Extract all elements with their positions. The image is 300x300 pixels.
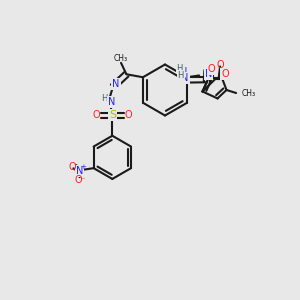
Text: N: N — [180, 67, 187, 77]
Text: N: N — [108, 97, 116, 107]
Text: N: N — [76, 166, 83, 176]
Text: CH₃: CH₃ — [242, 88, 256, 98]
Text: ⁻: ⁻ — [80, 176, 85, 185]
Text: H: H — [176, 64, 183, 73]
Text: +: + — [80, 164, 86, 170]
Text: H: H — [101, 94, 107, 103]
Text: O: O — [69, 162, 76, 172]
Text: O: O — [208, 64, 215, 74]
Text: N: N — [112, 80, 120, 89]
Text: O: O — [217, 60, 224, 70]
Text: H: H — [178, 71, 184, 80]
Text: O: O — [221, 69, 229, 80]
Text: O: O — [124, 110, 132, 120]
Text: N: N — [205, 69, 212, 80]
Text: O: O — [93, 110, 100, 120]
Text: CH₃: CH₃ — [114, 54, 128, 63]
Text: N: N — [181, 74, 189, 83]
Text: S: S — [109, 110, 116, 120]
Text: O: O — [75, 175, 83, 184]
